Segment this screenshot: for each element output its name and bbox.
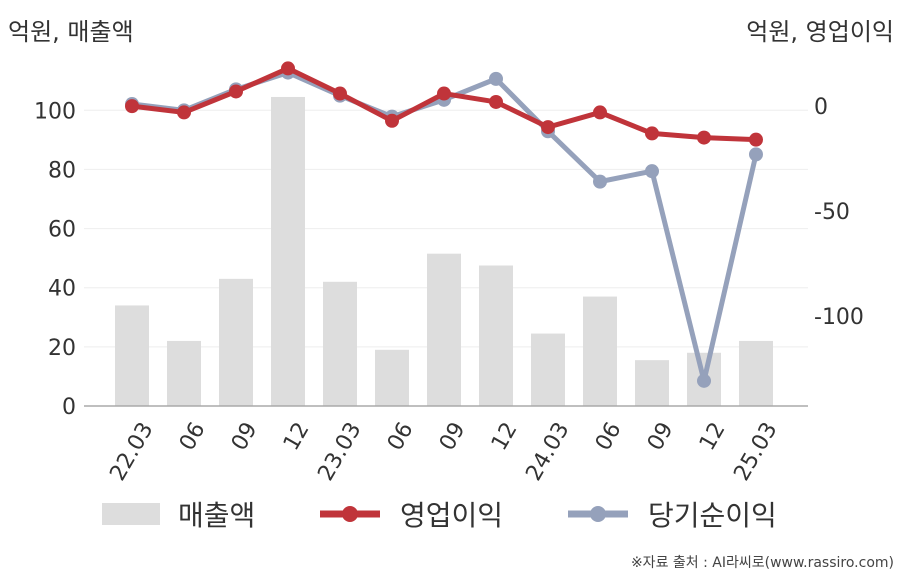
legend-label-operating: 영업이익 — [400, 499, 504, 532]
x-tick-label: 25.03 — [729, 418, 782, 485]
x-tick-label: 06 — [175, 418, 211, 455]
x-tick-label: 09 — [227, 418, 263, 455]
x-tick-label: 09 — [643, 418, 679, 455]
bar-sales — [323, 281, 357, 406]
point-net — [645, 164, 659, 179]
left-tick-label: 0 — [62, 395, 76, 420]
x-tick-label: 06 — [383, 418, 419, 455]
point-operating — [281, 61, 295, 76]
bar-sales — [219, 278, 253, 406]
point-net — [697, 373, 711, 388]
legend-label-sales: 매출액 — [178, 499, 256, 532]
x-tick-label: 24.03 — [521, 418, 574, 485]
legend-swatch-sales — [102, 503, 160, 525]
point-net — [593, 174, 607, 189]
bar-sales — [375, 349, 409, 406]
x-tick-label: 09 — [435, 418, 471, 455]
point-operating — [489, 94, 503, 109]
left-tick-label: 60 — [48, 218, 76, 243]
left-axis-unit: 억원, 매출액 — [8, 18, 134, 46]
bar-sales — [635, 360, 669, 406]
point-operating — [385, 113, 399, 128]
x-tick-label: 12 — [279, 418, 315, 455]
left-tick-label: 40 — [48, 277, 76, 302]
bar-sales — [271, 96, 305, 406]
x-tick-label: 22.03 — [105, 418, 158, 485]
source-credit: ※자료 출처 : AI라씨로(www.rassiro.com) — [630, 555, 894, 571]
point-operating — [437, 86, 451, 101]
point-net — [749, 147, 763, 162]
right-tick-label: -50 — [814, 200, 850, 225]
point-operating — [697, 130, 711, 145]
left-tick-label: 80 — [48, 158, 76, 183]
bar-sales — [583, 296, 617, 406]
point-net — [489, 71, 503, 86]
point-operating — [593, 105, 607, 120]
right-tick-label: -100 — [814, 305, 864, 330]
point-operating — [125, 99, 139, 114]
point-operating — [177, 105, 191, 120]
bar-sales — [479, 265, 513, 406]
left-tick-label: 100 — [34, 99, 76, 124]
x-tick-label: 06 — [591, 418, 627, 455]
point-operating — [541, 120, 555, 135]
legend-item-operating: 영업이익 — [318, 492, 503, 536]
legend-item-sales: 매출액 — [102, 492, 255, 536]
legend-swatch-operating — [320, 506, 380, 522]
bar-sales — [531, 333, 565, 406]
point-operating — [749, 132, 763, 147]
x-tick-label: 12 — [487, 418, 523, 455]
x-tick-label: 12 — [695, 418, 731, 455]
bar-sales — [739, 340, 773, 406]
legend-label-net: 당기순이익 — [648, 499, 777, 532]
x-tick-label: 23.03 — [313, 418, 366, 485]
bar-sales — [115, 305, 149, 406]
legend-item-net: 당기순이익 — [566, 492, 777, 536]
right-axis-unit: 억원, 영업이익 — [746, 18, 894, 46]
legend-swatch-net — [568, 506, 628, 522]
point-operating — [645, 126, 659, 141]
left-tick-label: 20 — [48, 336, 76, 361]
bar-sales — [427, 253, 461, 406]
right-tick-label: 0 — [814, 95, 828, 120]
point-operating — [229, 84, 243, 99]
bar-sales — [167, 340, 201, 406]
chart-legend: 매출액 영업이익 당기순이익 — [0, 492, 908, 536]
point-operating — [333, 86, 347, 101]
